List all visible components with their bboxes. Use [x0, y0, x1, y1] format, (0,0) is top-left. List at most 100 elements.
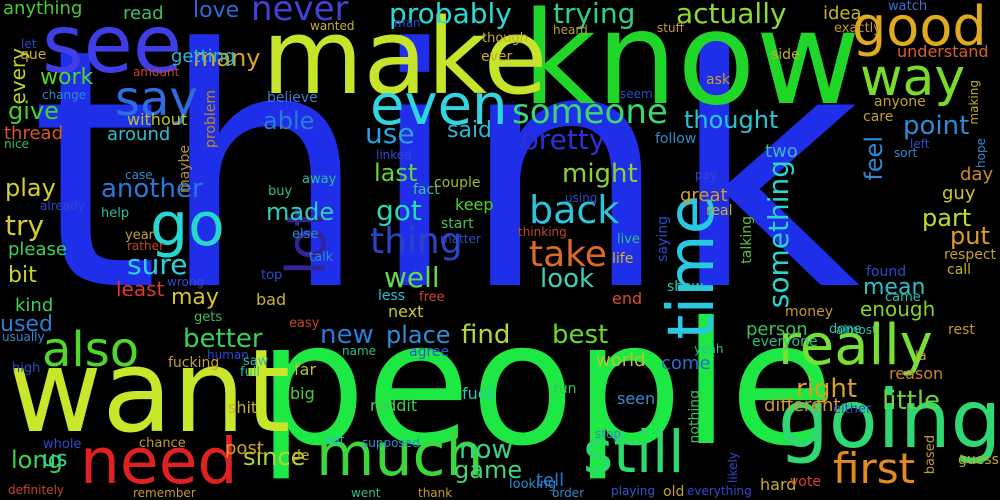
cloud-word-used: used [0, 312, 53, 337]
cloud-word-also: also [42, 322, 140, 378]
cloud-word-us: us [42, 447, 68, 472]
cloud-word-world: world [596, 350, 646, 371]
cloud-word-vote: vote [790, 474, 821, 490]
cloud-word-playing: playing [611, 484, 655, 498]
cloud-word-less: less [378, 288, 406, 304]
cloud-word-run: run [553, 381, 577, 397]
cloud-word-well: well [384, 261, 440, 294]
cloud-word-something: something [762, 160, 795, 309]
cloud-word-let: let [21, 37, 37, 51]
cloud-word-probably: probably [389, 0, 512, 30]
cloud-word-since: since [243, 443, 306, 471]
cloud-word-mean: mean [863, 275, 926, 300]
cloud-word-idea: idea [823, 3, 862, 24]
cloud-word-wanted: wanted [310, 19, 355, 33]
cloud-word-left: left [910, 137, 930, 151]
cloud-word-use: use [365, 117, 415, 150]
cloud-word-talking: talking [739, 216, 755, 264]
cloud-word-place: place [386, 321, 451, 349]
cloud-word-nothing: nothing [687, 390, 703, 444]
cloud-word-feel: feel [860, 136, 888, 181]
cloud-word-else: else [292, 227, 319, 242]
cloud-word-everything: everything [687, 484, 752, 498]
cloud-word-went: went [351, 486, 381, 500]
cloud-word-tell: tell [536, 470, 565, 491]
cloud-word-want: want [8, 325, 291, 459]
cloud-word-good: good [852, 0, 987, 58]
cloud-word-little: little [882, 386, 941, 416]
cloud-word-full: full [240, 365, 261, 380]
cloud-word-follow: follow [655, 131, 697, 147]
cloud-word-put: put [950, 222, 990, 250]
cloud-word-shit: shit [228, 398, 258, 417]
cloud-word-either: either [833, 402, 872, 417]
cloud-word-definitely: definitely [8, 483, 65, 497]
cloud-word-start: start [441, 216, 474, 232]
cloud-word-seen: seen [617, 389, 656, 408]
cloud-word-thank: thank [418, 486, 453, 500]
cloud-word-said: said [447, 118, 493, 143]
cloud-word-exactly: exactly [834, 21, 881, 36]
cloud-word-back: back [529, 188, 620, 232]
cloud-word-try: try [5, 209, 45, 242]
cloud-word-two: two [765, 141, 798, 162]
cloud-word-done: done [829, 322, 862, 337]
cloud-word-reddit: reddit [370, 396, 418, 415]
cloud-word-thing: thing [370, 221, 463, 262]
cloud-word-call: call [947, 262, 972, 278]
cloud-word-stop: stop [595, 427, 621, 441]
cloud-word-now: now [459, 435, 513, 465]
cloud-word-high: high [12, 361, 41, 376]
cloud-word-kind: kind [15, 295, 54, 316]
cloud-word-supposed: supposed [362, 436, 420, 450]
cloud-word-though: though [482, 31, 529, 46]
cloud-word-point: point [903, 111, 970, 141]
cloud-word-ask: ask [706, 72, 730, 88]
cloud-word-ever: ever [481, 49, 513, 65]
cloud-word-saw: saw [243, 354, 269, 369]
cloud-word-remember: remember [133, 486, 196, 500]
cloud-word-first: first [833, 444, 916, 493]
cloud-word-talk: talk [309, 250, 334, 265]
cloud-word-anyone: anyone [874, 94, 926, 110]
cloud-word-seem: seem [620, 87, 653, 101]
cloud-word-thought: thought [684, 106, 779, 134]
cloud-word-watch: watch [888, 0, 928, 14]
cloud-word-nice: nice [4, 137, 29, 151]
cloud-word-bad: bad [256, 290, 287, 309]
cloud-word-care: care [863, 109, 894, 125]
cloud-word-game: game [454, 456, 523, 484]
cloud-word-saying: saying [655, 216, 671, 262]
cloud-word-matter: matter [440, 232, 481, 246]
cloud-word-based: based [923, 435, 938, 475]
cloud-word-really: really [778, 313, 933, 378]
cloud-word-many: many [193, 44, 261, 72]
cloud-word-pretty: pretty [521, 123, 606, 156]
cloud-word-agree: agree [409, 344, 450, 360]
cloud-word-best: best [552, 320, 609, 350]
cloud-word-another: another [101, 174, 203, 204]
cloud-word-old: old [663, 484, 685, 500]
cloud-word-around: around [107, 124, 171, 145]
cloud-word-found: found [866, 264, 907, 280]
cloud-word-come: come [661, 353, 711, 374]
cloud-word-people: people [258, 286, 835, 484]
cloud-word-find: find [461, 320, 511, 350]
cloud-word-say: say [115, 71, 198, 127]
cloud-word-without: without [127, 110, 188, 129]
cloud-word-person: person [746, 319, 808, 340]
cloud-word-take: take [529, 234, 607, 275]
cloud-word-fact: fact [413, 182, 440, 198]
cloud-word-wrong: wrong [167, 275, 205, 289]
cloud-word-look: look [540, 264, 595, 294]
cloud-word-fucking: fucking [168, 355, 220, 371]
cloud-word-better: better [183, 324, 263, 354]
cloud-word-got: got [376, 194, 422, 227]
cloud-word-eat: eat [325, 433, 345, 447]
cloud-word-usually: usually [2, 330, 45, 344]
cloud-word-looking: looking [509, 477, 557, 492]
cloud-word-far: far [294, 360, 317, 379]
cloud-word-make: make [262, 0, 548, 118]
cloud-word-rest: rest [948, 322, 975, 338]
cloud-word-away: away [302, 172, 337, 187]
